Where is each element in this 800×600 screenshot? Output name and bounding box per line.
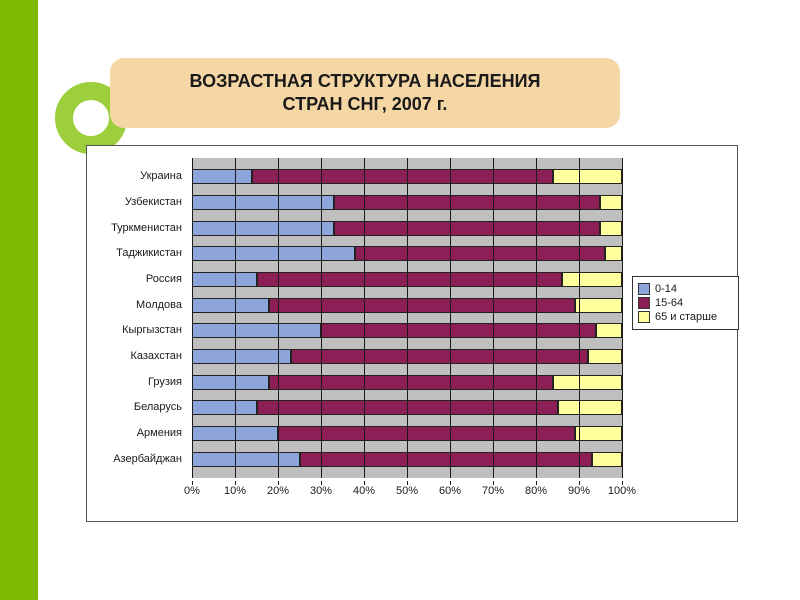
bar-segment: [600, 195, 622, 210]
y-label: Казахстан: [92, 349, 187, 364]
y-label: Кыргызстан: [92, 323, 187, 338]
x-label: 70%: [482, 485, 504, 497]
y-label: Узбекистан: [92, 195, 187, 210]
bar-segment: [192, 400, 257, 415]
y-label: Беларусь: [92, 400, 187, 415]
bar-segment: [192, 246, 355, 261]
bar-segment: [600, 221, 622, 236]
bar-segment: [192, 298, 269, 313]
x-axis-labels: 0%10%20%30%40%50%60%70%80%90%100%: [192, 481, 622, 501]
x-label: 10%: [224, 485, 246, 497]
bar-segment: [192, 169, 252, 184]
legend-item: 0-14: [638, 283, 733, 295]
x-label: 90%: [568, 485, 590, 497]
x-label: 50%: [396, 485, 418, 497]
x-label: 30%: [310, 485, 332, 497]
bar-segment: [192, 349, 291, 364]
bar-segment: [192, 195, 334, 210]
legend: 0-14 15-64 65 и старше: [632, 276, 739, 330]
bar-segment: [575, 426, 622, 441]
gridline: [493, 158, 494, 478]
gridline: [192, 158, 193, 478]
gridline: [579, 158, 580, 478]
bar-segment: [605, 246, 622, 261]
x-label: 20%: [267, 485, 289, 497]
bar-segment: [334, 195, 601, 210]
bar-segment: [192, 221, 334, 236]
bar-segment: [269, 375, 553, 390]
y-axis-labels: Украина Узбекистан Туркменистан Таджикистан…: [92, 158, 187, 478]
y-label: Туркменистан: [92, 221, 187, 236]
legend-item: 65 и старше: [638, 311, 733, 323]
gridline: [278, 158, 279, 478]
bar-segment: [192, 272, 257, 287]
gridline: [235, 158, 236, 478]
bar-segment: [553, 169, 622, 184]
y-label: Россия: [92, 272, 187, 287]
bar-segment: [355, 246, 604, 261]
x-label: 80%: [525, 485, 547, 497]
gridline: [622, 158, 623, 478]
x-label: 40%: [353, 485, 375, 497]
gridline: [450, 158, 451, 478]
bar-segment: [575, 298, 622, 313]
legend-label: 65 и старше: [655, 311, 717, 323]
gridline: [536, 158, 537, 478]
y-label: Азербайджан: [92, 452, 187, 467]
y-label: Таджикистан: [92, 246, 187, 261]
bar-segment: [291, 349, 588, 364]
y-label: Молдова: [92, 298, 187, 313]
x-label: 0%: [184, 485, 200, 497]
bar-segment: [192, 375, 269, 390]
bar-segment: [334, 221, 601, 236]
gridline: [364, 158, 365, 478]
bar-segment: [300, 452, 592, 467]
x-label: 60%: [439, 485, 461, 497]
bar-segment: [558, 400, 623, 415]
bar-segment: [553, 375, 622, 390]
bar-segment: [192, 323, 321, 338]
legend-label: 15-64: [655, 297, 683, 309]
x-label: 100%: [608, 485, 636, 497]
legend-swatch: [638, 311, 650, 323]
legend-label: 0-14: [655, 283, 677, 295]
y-label: Армения: [92, 426, 187, 441]
accent-sidebar: [0, 0, 38, 600]
bar-segment: [588, 349, 622, 364]
chart-frame: Украина Узбекистан Туркменистан Таджикистан…: [86, 145, 738, 522]
bar-segment: [192, 452, 300, 467]
y-label: Украина: [92, 169, 187, 184]
gridline: [321, 158, 322, 478]
plot-area: [192, 158, 622, 478]
bar-segment: [321, 323, 596, 338]
chart-title: ВОЗРАСТНАЯ СТРУКТУРА НАСЕЛЕНИЯ СТРАН СНГ…: [190, 70, 541, 117]
y-label: Грузия: [92, 375, 187, 390]
legend-item: 15-64: [638, 297, 733, 309]
bar-segment: [269, 298, 574, 313]
bar-segment: [562, 272, 622, 287]
title-box: ВОЗРАСТНАЯ СТРУКТУРА НАСЕЛЕНИЯ СТРАН СНГ…: [110, 58, 620, 128]
bar-segment: [596, 323, 622, 338]
bar-segment: [278, 426, 575, 441]
legend-swatch: [638, 297, 650, 309]
bar-segment: [592, 452, 622, 467]
bar-segment: [257, 272, 562, 287]
gridline: [407, 158, 408, 478]
legend-swatch: [638, 283, 650, 295]
bar-segment: [252, 169, 553, 184]
